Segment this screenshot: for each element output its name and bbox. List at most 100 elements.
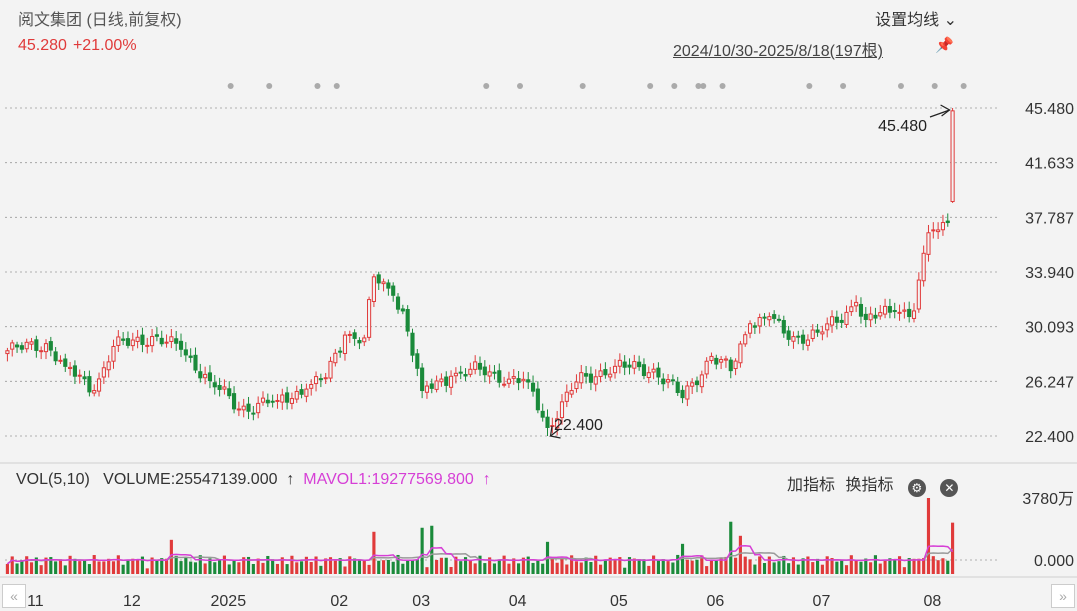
candle-body (63, 358, 68, 367)
candle-body (386, 282, 391, 289)
volume-bar (869, 562, 873, 574)
scroll-right-button[interactable]: » (1051, 584, 1075, 608)
candle-body (227, 388, 232, 397)
candle-body (728, 359, 733, 372)
volume-bar (15, 563, 19, 574)
x-tick-label: 2025 (211, 593, 247, 610)
volume-bar (271, 559, 275, 574)
volume-bar (922, 558, 926, 574)
switch-indicator-button[interactable]: 换指标 (845, 477, 894, 494)
event-marker (806, 83, 813, 89)
low-arrow (549, 425, 553, 437)
volume-bar (83, 559, 87, 574)
volume-bar (136, 559, 140, 574)
volume-bar (179, 561, 183, 574)
volume-bar (608, 557, 612, 574)
volume-bar (709, 559, 714, 574)
volume-bar (454, 556, 458, 574)
volume-bar (878, 563, 882, 574)
volume-bar (762, 563, 767, 574)
event-marker (960, 83, 967, 89)
volume-bar (907, 558, 911, 574)
candle-body (193, 354, 198, 371)
volume-bar (570, 555, 574, 574)
volume-bar (555, 562, 559, 574)
volume-bar (353, 558, 357, 574)
volume-bar (357, 560, 362, 574)
candle-body (506, 378, 512, 384)
pin-icon[interactable]: 📌 (935, 37, 954, 54)
volume-bar (160, 558, 164, 574)
candle-body (791, 336, 796, 342)
ma-setting-button[interactable]: 设置均线 ⌄ (875, 12, 957, 29)
volume-bar (401, 563, 405, 574)
volume-bar (242, 557, 246, 574)
candle-body (834, 316, 839, 323)
x-tick-label: 02 (330, 593, 348, 610)
candle-body (521, 378, 526, 382)
candle-body (584, 373, 589, 377)
close-icon[interactable]: ✕ (940, 479, 959, 497)
volume-bar (473, 563, 477, 574)
candle-body (444, 376, 449, 386)
volume-bar (507, 563, 511, 574)
volume-bar (801, 558, 805, 574)
volume-bar (912, 558, 916, 574)
volume-bar (589, 562, 593, 574)
candle-body (719, 359, 724, 363)
candle-body (916, 279, 921, 310)
volume-bar (777, 561, 781, 574)
volume-bar (550, 558, 554, 574)
volume-bar (425, 567, 429, 574)
candle-body (907, 308, 912, 318)
volume-bar (232, 559, 236, 574)
candle-body (945, 220, 950, 224)
candle-body (19, 345, 24, 350)
event-marker (483, 83, 490, 89)
event-marker (579, 83, 586, 89)
low-annotation: 22.400 (554, 417, 603, 434)
volume-bar (78, 561, 82, 574)
volume-bar (705, 566, 709, 574)
candle-body (463, 374, 468, 377)
candle-body (622, 361, 627, 368)
candle-body (694, 380, 700, 386)
scroll-left-button[interactable]: « (2, 584, 26, 608)
candle-body (270, 400, 275, 403)
candle-body (883, 305, 888, 315)
price-tick-label: 41.633 (1025, 156, 1074, 173)
candle-body (854, 301, 859, 307)
candle-body (164, 341, 169, 344)
chart-title: 阅文集团 (日线,前复权) (18, 12, 182, 29)
volume-bar (656, 560, 660, 574)
candle-body (236, 408, 241, 411)
volume-bar (767, 556, 771, 574)
volume-bar (815, 558, 820, 574)
candle-body (757, 317, 762, 327)
volume-bar (623, 567, 627, 574)
event-marker (517, 83, 523, 89)
candle-body (376, 274, 381, 284)
candle-body (101, 367, 106, 378)
event-marker (671, 83, 678, 89)
add-indicator-button[interactable]: 加指标 (787, 477, 836, 494)
volume-bar (386, 559, 390, 574)
volume-bar (256, 558, 260, 574)
candle-body (10, 342, 15, 350)
candle-body (420, 367, 425, 392)
volume-bar (902, 567, 906, 574)
volume-bar (362, 560, 366, 574)
volume-bar (150, 557, 154, 574)
candle-body (863, 313, 868, 320)
high-arrow-head (940, 104, 951, 117)
gear-icon[interactable]: ⚙ (907, 479, 926, 497)
candle-body (931, 229, 936, 232)
candle-body (352, 332, 357, 339)
candle-body (400, 308, 405, 312)
candle-body (159, 337, 164, 345)
candle-body (482, 366, 487, 376)
date-range-link[interactable]: 2024/10/30-2025/8/18(197根) (673, 43, 883, 60)
price-tick-label: 26.247 (1025, 374, 1074, 391)
candle-body (381, 281, 386, 285)
volume-bar (324, 558, 328, 574)
